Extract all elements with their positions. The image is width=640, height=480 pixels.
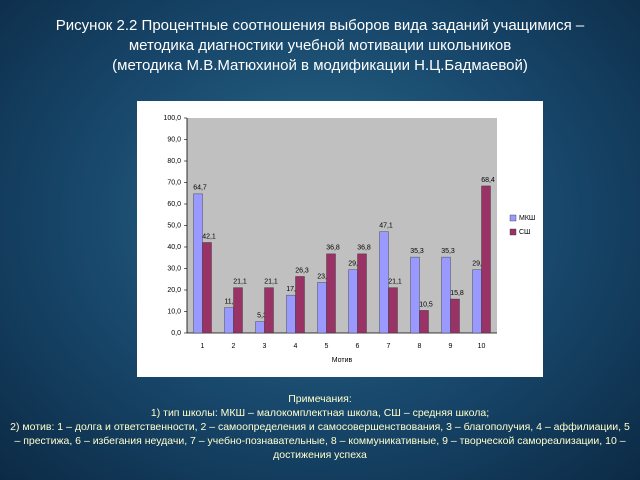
bar: [295, 276, 305, 334]
bar: [481, 185, 491, 334]
note-line: 2) мотив: 1 – долга и ответственности, 2…: [10, 421, 630, 461]
x-tick-label: 8: [418, 343, 422, 350]
value-label: 21,1: [388, 278, 402, 285]
value-label: 10,5: [419, 301, 433, 308]
legend-label: СШ: [519, 229, 530, 236]
legend-swatch: [509, 228, 517, 236]
x-tick-label: 10: [478, 343, 486, 350]
value-label: 21,1: [233, 278, 247, 285]
title-line: (методика М.В.Матюхиной в модификации Н.…: [112, 57, 528, 74]
bar: [224, 307, 234, 334]
value-label: 11,8: [224, 298, 237, 305]
y-tick-label: 20,0: [167, 287, 181, 294]
title-line: методика диагностики учебной мотивации ш…: [128, 37, 512, 54]
bar: [357, 253, 367, 334]
bar: [441, 256, 451, 334]
x-tick-label: 2: [232, 343, 236, 350]
slide-title: Рисунок 2.2 Процентные соотношения выбор…: [0, 16, 640, 76]
value-label: 35,3: [441, 248, 455, 255]
title-line: Рисунок 2.2 Процентные соотношения выбор…: [55, 17, 585, 34]
value-label: 15,8: [450, 290, 464, 297]
bar: [202, 242, 212, 334]
x-axis-label: Мотив: [332, 357, 353, 364]
x-tick-label: 7: [387, 343, 391, 350]
bar: [317, 282, 327, 334]
bar: [286, 294, 296, 334]
value-label: 29,4: [348, 261, 362, 268]
legend-swatch: [509, 214, 517, 222]
bar: [264, 287, 274, 334]
y-tick-label: 100,0: [163, 115, 181, 122]
bar: [193, 193, 203, 334]
legend-label: МКШ: [519, 215, 535, 222]
bar: [326, 253, 336, 334]
value-label: 21,1: [264, 278, 278, 285]
bar: [379, 231, 389, 334]
value-label: 17,6: [286, 286, 300, 293]
value-label: 36,8: [357, 245, 371, 252]
bar: [388, 287, 398, 334]
value-label: 64,7: [193, 185, 207, 192]
x-tick-label: 1: [201, 343, 205, 350]
bar: [410, 256, 420, 334]
x-tick-label: 4: [294, 343, 298, 350]
value-label: 42,1: [202, 233, 216, 240]
y-tick-label: 50,0: [167, 222, 181, 229]
y-tick-label: 40,0: [167, 244, 181, 251]
value-label: 29,4: [472, 261, 486, 268]
bar: [472, 269, 482, 334]
x-tick-label: 3: [263, 343, 267, 350]
bar: [419, 310, 429, 334]
value-label: 23,5: [317, 273, 331, 280]
y-tick-label: 60,0: [167, 201, 181, 208]
y-tick-label: 80,0: [167, 158, 181, 165]
y-tick-label: 0,0: [171, 330, 181, 337]
x-tick-label: 6: [356, 343, 360, 350]
value-label: 68,4: [481, 177, 495, 184]
value-label: 47,1: [379, 223, 393, 230]
note-line: 1) тип школы: МКШ – малокомплектная школ…: [150, 407, 490, 419]
bar: [255, 321, 265, 334]
bar: [450, 298, 460, 334]
note-line: Примечания:: [288, 393, 352, 405]
value-label: 35,3: [410, 248, 424, 255]
y-tick-label: 90,0: [167, 136, 181, 143]
notes: Примечания: 1) тип школы: МКШ – малокомпл…: [0, 392, 640, 462]
y-tick-label: 30,0: [167, 265, 181, 272]
value-label: 36,8: [326, 245, 340, 252]
bar: [348, 269, 358, 334]
value-label: 5,3: [257, 312, 267, 319]
x-tick-label: 9: [449, 343, 453, 350]
value-label: 26,3: [295, 267, 309, 274]
x-tick-label: 5: [325, 343, 329, 350]
bar: [233, 287, 243, 334]
y-tick-label: 10,0: [167, 308, 181, 315]
y-tick-label: 70,0: [167, 179, 181, 186]
